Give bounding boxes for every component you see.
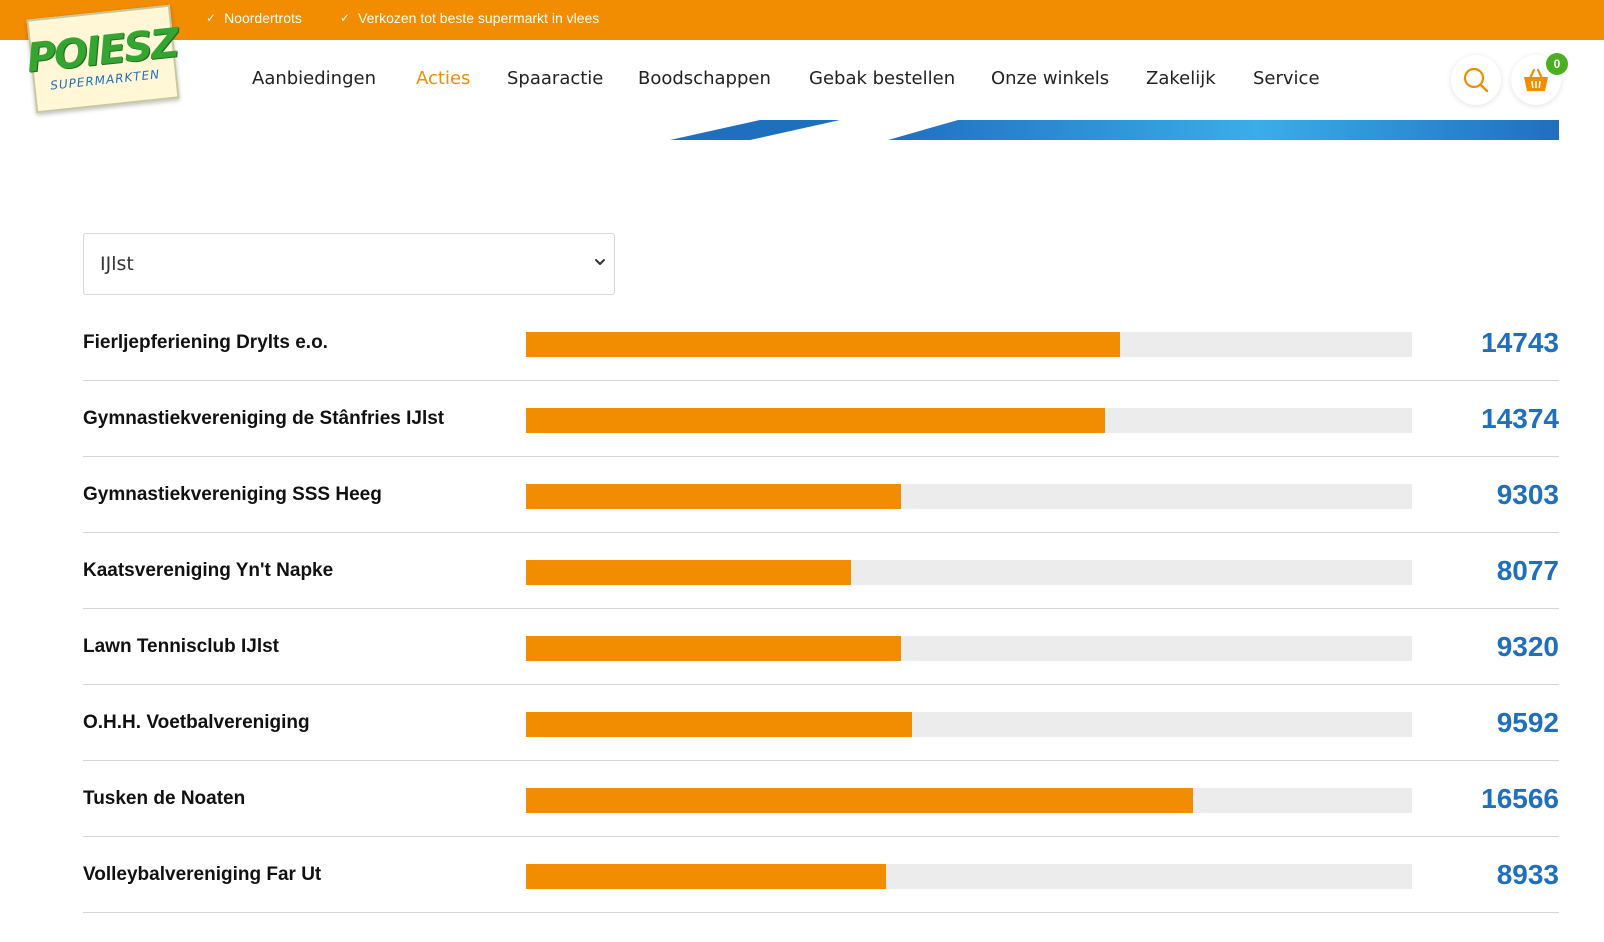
progress-bar-fill — [526, 560, 852, 585]
score-value: 16566 — [1481, 783, 1559, 814]
usp-text: Noordertrots — [224, 10, 302, 26]
club-name: Fierljepferiening Drylts e.o. — [83, 332, 328, 353]
chevron-down-icon — [595, 259, 605, 265]
result-row: Gymnastiekvereniging de Stânfries IJlst 1… — [83, 381, 1559, 457]
result-row: Kaatsvereniging Yn't Napke 8077 — [83, 533, 1559, 609]
progress-bar-track — [526, 484, 1412, 509]
progress-bar-fill — [526, 712, 913, 737]
progress-bar-fill — [526, 788, 1194, 813]
progress-bar-fill — [526, 484, 901, 509]
club-name: Lawn Tennisclub IJlst — [83, 636, 280, 657]
score-value: 14743 — [1481, 327, 1559, 358]
result-row: Tusken de Noaten 16566 — [83, 761, 1559, 837]
progress-bar-fill — [526, 636, 902, 661]
location-select-value: IJlst — [100, 253, 134, 275]
club-name: Kaatsvereniging Yn't Napke — [83, 560, 334, 581]
result-row: Volleybalvereniging Far Ut 8933 — [83, 837, 1559, 913]
search-icon — [1463, 67, 1489, 93]
progress-bar-track — [526, 332, 1412, 357]
club-name: Gymnastiekvereniging de Stânfries IJlst — [83, 408, 445, 429]
club-name: Volleybalvereniging Far Ut — [83, 864, 322, 885]
search-button[interactable] — [1451, 55, 1501, 105]
club-name: O.H.H. Voetbalvereniging — [83, 712, 310, 733]
nav-item-aanbiedingen[interactable]: Aanbiedingen — [252, 68, 376, 89]
score-value: 9592 — [1496, 707, 1559, 738]
result-row: Lawn Tennisclub IJlst 9320 — [83, 609, 1559, 685]
progress-bar-track — [526, 864, 1412, 889]
nav-item-boodschappen[interactable]: Boodschappen — [638, 68, 771, 89]
score-value: 9320 — [1496, 631, 1559, 662]
top-bar: ✓ Noordertrots ✓ Verkozen tot beste supe… — [0, 0, 1604, 40]
score-value: 14374 — [1481, 403, 1559, 434]
score-value: 8933 — [1496, 859, 1559, 890]
nav-item-acties[interactable]: Acties — [416, 68, 471, 89]
logo[interactable]: POIESZ SUPERMARKTEN — [25, 4, 180, 114]
check-icon: ✓ — [206, 11, 217, 25]
nav-item-service[interactable]: Service — [1253, 68, 1320, 89]
cart-count-badge: 0 — [1546, 53, 1568, 75]
progress-bar-track — [526, 788, 1412, 813]
progress-bar-track — [526, 712, 1412, 737]
results-list: Fierljepferiening Drylts e.o. 14743 Gymnas… — [83, 305, 1559, 913]
nav-item-spaaractie[interactable]: Spaaractie — [507, 68, 604, 89]
progress-bar-fill — [526, 408, 1105, 433]
result-row: Fierljepferiening Drylts e.o. 14743 — [83, 305, 1559, 381]
check-icon: ✓ — [340, 11, 351, 25]
score-value: 8077 — [1496, 555, 1559, 586]
nav-item-zakelijk[interactable]: Zakelijk — [1146, 68, 1216, 89]
usp-text: Verkozen tot beste supermarkt in vlees — [358, 10, 600, 26]
nav-item-onze-winkels[interactable]: Onze winkels — [991, 68, 1110, 89]
nav-item-gebak-bestellen[interactable]: Gebak bestellen — [809, 68, 956, 89]
result-row: O.H.H. Voetbalvereniging 9592 — [83, 685, 1559, 761]
club-name: Gymnastiekvereniging SSS Heeg — [83, 484, 382, 505]
club-name: Tusken de Noaten — [83, 788, 246, 809]
progress-bar-track — [526, 636, 1412, 661]
score-value: 9303 — [1496, 479, 1559, 510]
progress-bar-fill — [526, 332, 1120, 357]
decorative-stripe — [670, 120, 1559, 140]
progress-bar-track — [526, 560, 1412, 585]
location-select[interactable]: IJlst — [83, 233, 615, 295]
usp-item: ✓ Verkozen tot beste supermarkt in vlees — [340, 10, 599, 26]
usp-item: ✓ Noordertrots — [206, 10, 302, 26]
progress-bar-track — [526, 408, 1412, 433]
progress-bar-fill — [526, 864, 886, 889]
basket-icon — [1524, 68, 1548, 91]
result-row: Gymnastiekvereniging SSS Heeg 9303 — [83, 457, 1559, 533]
